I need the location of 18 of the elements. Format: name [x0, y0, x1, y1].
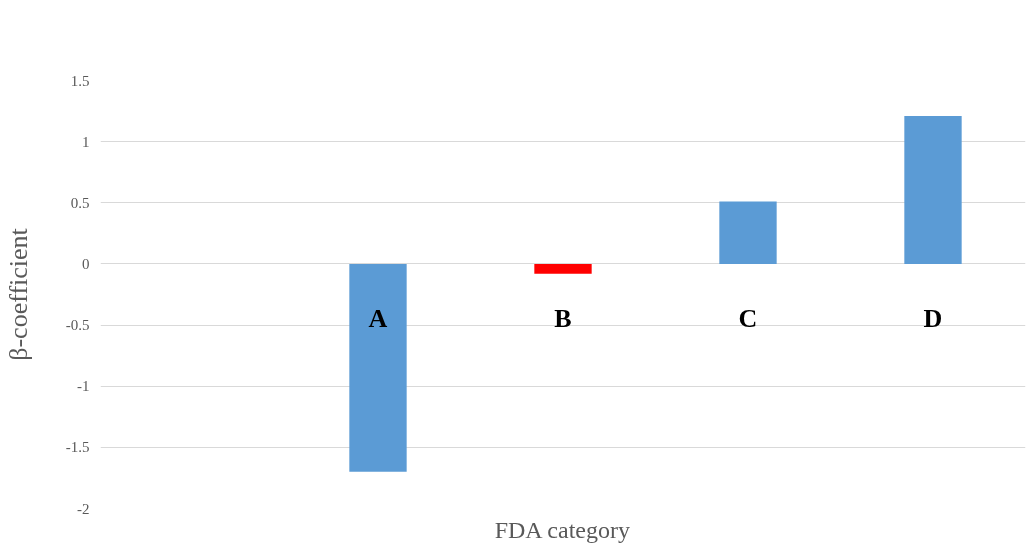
x-axis-title: FDA category — [494, 516, 630, 543]
x-tick-label: B — [554, 304, 572, 334]
x-tick-label: C — [738, 304, 758, 334]
bar — [904, 115, 962, 264]
x-tick-label: D — [923, 304, 943, 334]
bar — [719, 201, 777, 264]
y-tick-label: -2 — [77, 500, 90, 517]
bar — [349, 263, 407, 472]
y-tick-label: -0.5 — [65, 317, 90, 334]
y-tick-label: -1.5 — [65, 439, 90, 456]
y-tick-label: -1 — [77, 378, 90, 395]
bar — [534, 263, 592, 274]
y-tick-label: 1 — [82, 133, 90, 150]
y-tick-label: 0.5 — [70, 194, 90, 211]
y-tick-label: 0 — [82, 255, 90, 272]
y-axis-title: β-coefficient — [3, 227, 33, 361]
y-tick-label: 1.5 — [70, 72, 90, 89]
x-tick-label: A — [368, 304, 388, 334]
